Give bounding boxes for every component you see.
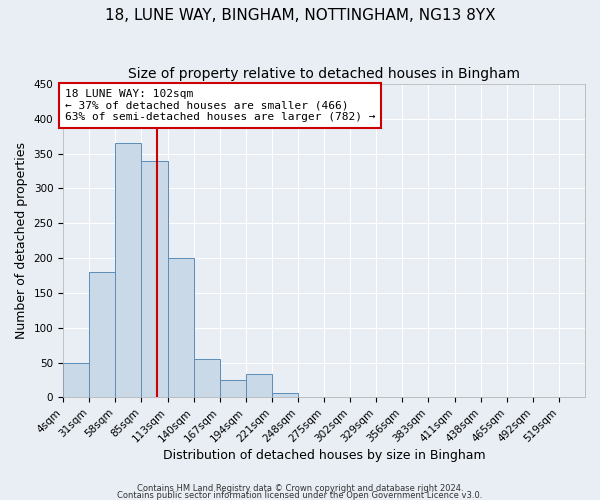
Title: Size of property relative to detached houses in Bingham: Size of property relative to detached ho… — [128, 68, 520, 82]
Bar — [89, 272, 115, 398]
Bar — [272, 393, 298, 398]
Y-axis label: Number of detached properties: Number of detached properties — [15, 142, 28, 339]
Text: Contains HM Land Registry data © Crown copyright and database right 2024.: Contains HM Land Registry data © Crown c… — [137, 484, 463, 493]
Bar — [220, 380, 246, 398]
Bar — [559, 396, 585, 398]
Bar — [141, 160, 168, 398]
Bar — [63, 363, 89, 398]
Bar — [246, 374, 272, 398]
X-axis label: Distribution of detached houses by size in Bingham: Distribution of detached houses by size … — [163, 450, 485, 462]
Bar — [115, 143, 141, 398]
Bar — [168, 258, 194, 398]
Text: 18, LUNE WAY, BINGHAM, NOTTINGHAM, NG13 8YX: 18, LUNE WAY, BINGHAM, NOTTINGHAM, NG13 … — [104, 8, 496, 22]
Bar — [194, 359, 220, 398]
Text: 18 LUNE WAY: 102sqm
← 37% of detached houses are smaller (466)
63% of semi-detac: 18 LUNE WAY: 102sqm ← 37% of detached ho… — [65, 89, 376, 122]
Text: Contains public sector information licensed under the Open Government Licence v3: Contains public sector information licen… — [118, 491, 482, 500]
